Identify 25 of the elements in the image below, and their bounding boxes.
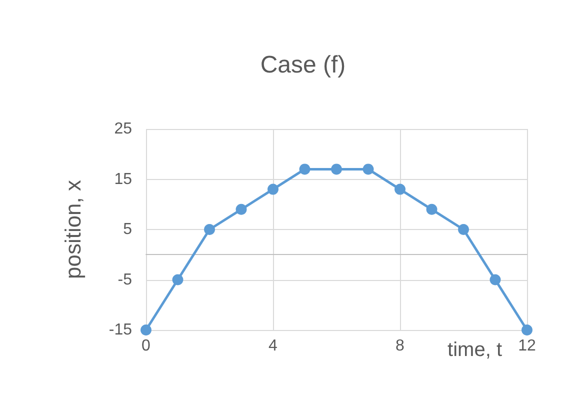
chart-title: Case (f) (260, 52, 346, 78)
y-tick-label: 15 (114, 170, 132, 188)
point (140, 324, 152, 336)
point (522, 324, 532, 336)
point (299, 164, 310, 175)
x-axis-title: time, t (448, 339, 502, 361)
x-tick-label: 12 (518, 338, 536, 354)
y-tick-label: -5 (118, 271, 132, 288)
y-tick-label: 25 (114, 120, 132, 138)
point (172, 274, 184, 286)
point (426, 204, 438, 215)
x-tick-label: 4 (268, 338, 278, 354)
point (268, 184, 278, 195)
point (236, 204, 247, 215)
x-tick-label: 0 (142, 338, 151, 354)
y-axis-title: position, x (60, 180, 86, 280)
point (204, 224, 215, 235)
y-tick-label: -15 (108, 322, 132, 338)
x-tick-label: 8 (396, 338, 405, 354)
point (362, 164, 374, 175)
point (331, 164, 342, 175)
point (490, 274, 501, 286)
point (458, 224, 469, 235)
y-tick-label: 5 (123, 221, 132, 238)
point (394, 184, 406, 195)
